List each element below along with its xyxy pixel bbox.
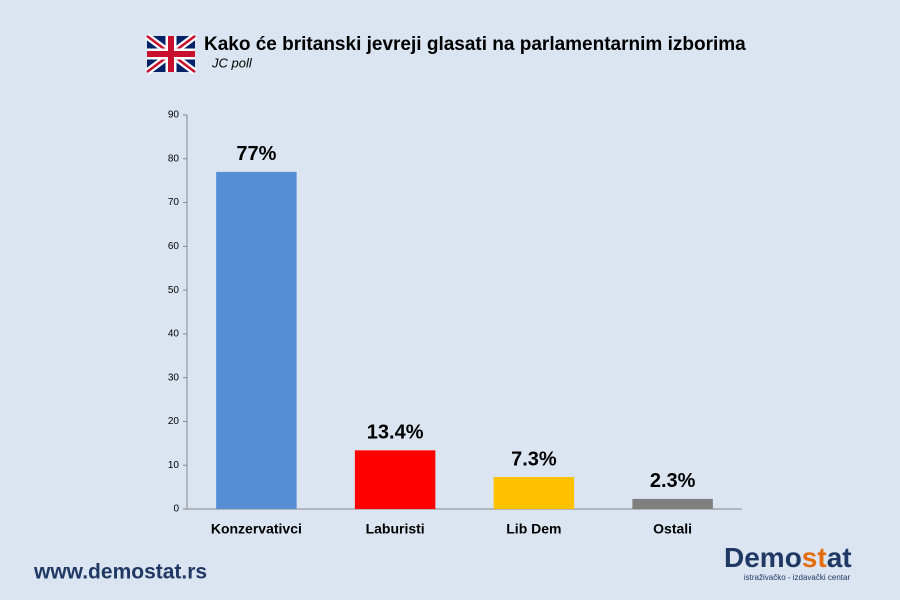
logo-part: st [802, 542, 827, 573]
value-label: 13.4% [367, 422, 424, 444]
x-tick-label: Konzervativci [211, 521, 302, 537]
y-tick-label: 60 [168, 241, 180, 252]
value-label: 2.3% [650, 470, 696, 492]
y-tick-label: 90 [168, 110, 180, 121]
logo-part: Demo [724, 542, 802, 573]
logo-tagline: istraživačko - izdavački centar [744, 573, 851, 582]
logo-part: at [827, 542, 852, 573]
y-tick-label: 70 [168, 197, 180, 208]
x-tick-label: Ostali [653, 521, 692, 537]
value-label: 7.3% [511, 448, 557, 470]
y-tick-label: 50 [168, 285, 180, 296]
x-tick-label: Laburisti [366, 521, 425, 537]
y-tick-label: 0 [173, 504, 179, 515]
value-label: 77% [236, 143, 276, 165]
chart-title: Kako će britanski jevreji glasati na par… [204, 34, 746, 55]
bar [216, 171, 297, 509]
y-tick-label: 20 [168, 416, 180, 427]
bar [632, 498, 713, 509]
y-tick-label: 40 [168, 329, 180, 340]
y-tick-label: 10 [168, 460, 180, 471]
bar [493, 477, 575, 509]
y-tick-label: 80 [168, 153, 180, 164]
chart-subtitle: JC poll [211, 55, 253, 70]
x-tick-label: Lib Dem [506, 521, 561, 537]
logo: Demostat [724, 542, 852, 573]
footer-url: www.demostat.rs [33, 561, 207, 584]
y-tick-label: 30 [168, 372, 180, 383]
bar [354, 450, 436, 509]
uk-flag [144, 33, 198, 75]
